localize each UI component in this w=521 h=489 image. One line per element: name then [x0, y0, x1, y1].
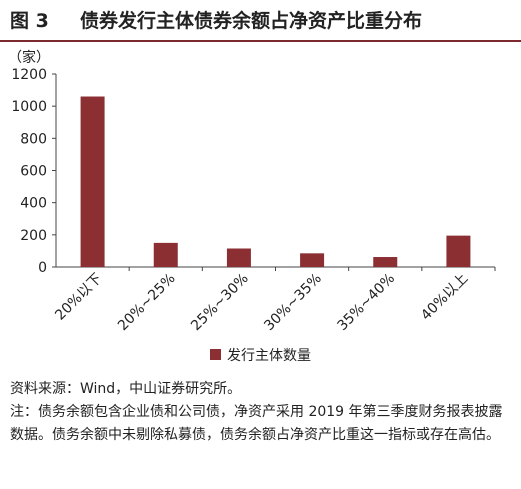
bar — [446, 235, 471, 267]
x-tick-label: 30%~35% — [261, 271, 325, 335]
x-tick-label: 20%~25% — [115, 271, 179, 335]
y-tick-label: 200 — [20, 228, 47, 244]
source-note: 资料来源：Wind，中山证券研究所。 — [10, 381, 242, 397]
y-tick-label: 1200 — [11, 67, 47, 83]
figure-title: 债券发行主体债券余额占净资产比重分布 — [80, 10, 423, 32]
bar-chart: （家） 0 200 400 600 800 1000 1200 20%以下 20%~25% 25%~… — [8, 49, 496, 364]
bar — [373, 257, 398, 267]
footnote: 注：债务余额包含企业债和公司债，净资产采用 2019 年第三季度财务报表披露数据… — [10, 404, 503, 443]
y-tick-label: 1000 — [11, 99, 47, 115]
y-tick-label: 0 — [38, 260, 47, 276]
x-tick-label: 25%~30% — [188, 271, 252, 335]
y-tick-label: 400 — [20, 196, 47, 212]
bar — [300, 253, 325, 267]
figure-header: 图 3 债券发行主体债券余额占净资产比重分布 — [0, 0, 521, 42]
notes-section: 资料来源：Wind，中山证券研究所。 注：债务余额包含企业债和公司债，净资产采用… — [10, 378, 515, 447]
y-unit-label: （家） — [8, 49, 50, 66]
figure-number: 图 3 — [10, 10, 49, 32]
legend-label: 发行主体数量 — [227, 348, 311, 364]
legend-swatch — [210, 349, 221, 360]
x-tick-label: 35%~40% — [334, 271, 398, 335]
bar — [226, 248, 251, 267]
y-tick-label: 800 — [20, 131, 47, 147]
bar — [153, 242, 178, 267]
x-tick-label: 40%以上 — [418, 271, 471, 324]
y-tick-label: 600 — [20, 164, 47, 180]
x-tick-label: 20%以下 — [52, 271, 105, 324]
bar — [80, 96, 105, 267]
